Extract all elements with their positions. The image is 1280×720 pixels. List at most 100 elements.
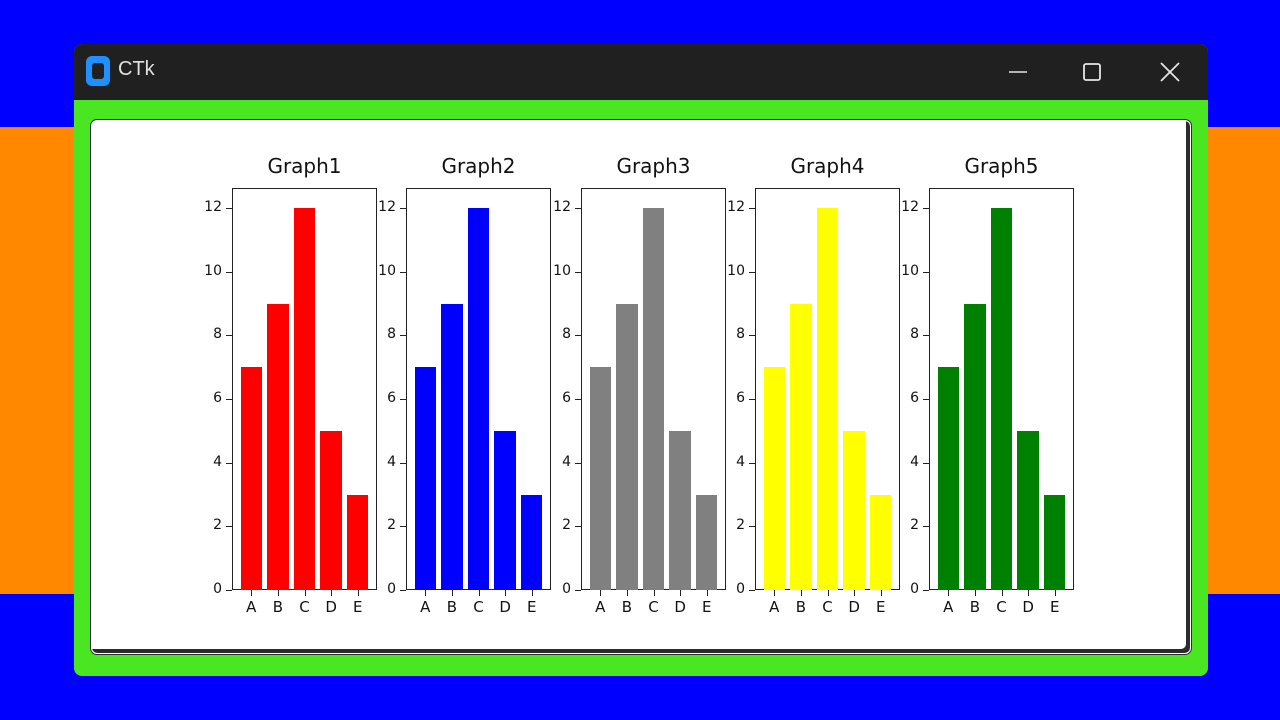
y-tick-label: 10 — [901, 262, 919, 279]
x-tick — [854, 590, 856, 596]
x-tick — [451, 590, 453, 596]
chart-panel-1: Graph1 A B C D E 0 2 4 6 8 10 12 — [204, 154, 377, 616]
y-tick — [400, 590, 406, 591]
y-tick-label: 10 — [204, 262, 222, 279]
x-tick — [880, 590, 882, 596]
bar-B — [616, 303, 638, 590]
bar-D — [494, 430, 516, 590]
minimize-button[interactable] — [988, 52, 1048, 92]
chart-title: Graph1 — [267, 154, 342, 178]
y-tick-label: 2 — [562, 517, 571, 534]
x-tick-label: A — [420, 598, 431, 616]
x-tick — [706, 590, 708, 596]
y-tick-label: 4 — [562, 453, 571, 470]
chart-title: Graph4 — [790, 154, 865, 178]
bar-B — [790, 303, 812, 590]
y-tick-label: 0 — [736, 581, 745, 597]
x-tick-label: D — [1022, 598, 1034, 616]
y-tick-label: 8 — [387, 326, 396, 343]
y-tick — [575, 208, 581, 209]
chart-panel-2: Graph2 A B C D E 0 2 4 6 8 10 12 — [378, 154, 551, 616]
x-tick-label: B — [446, 598, 458, 616]
x-tick-label: A — [595, 598, 606, 616]
chart-panel-3: Graph3 A B C D E 0 2 4 6 8 10 12 — [553, 154, 726, 616]
y-tick-label: 10 — [727, 262, 745, 279]
y-tick — [923, 335, 929, 337]
x-tick — [800, 590, 802, 596]
bar-C — [816, 208, 839, 590]
y-tick — [749, 590, 755, 591]
minimize-icon — [1009, 71, 1027, 73]
y-tick-label: 6 — [387, 390, 396, 406]
bar-E — [870, 494, 892, 590]
x-tick — [1054, 590, 1056, 596]
y-tick — [575, 399, 581, 400]
bar-E — [1044, 494, 1066, 590]
y-tick-label: 12 — [727, 199, 745, 215]
bar-A — [414, 367, 436, 590]
y-tick-label: 2 — [910, 517, 919, 534]
y-tick — [226, 208, 232, 209]
y-tick — [400, 526, 406, 528]
y-tick-label: 0 — [387, 581, 396, 597]
x-tick-label: D — [848, 598, 860, 616]
x-tick — [948, 590, 950, 596]
y-tick-label: 12 — [901, 199, 919, 215]
y-tick — [226, 526, 232, 528]
bar-E — [696, 494, 718, 590]
y-tick — [749, 462, 755, 464]
y-tick — [400, 271, 406, 273]
close-icon — [1160, 62, 1180, 82]
y-tick-label: 2 — [736, 517, 745, 534]
chart-title: Graph5 — [964, 154, 1039, 178]
x-tick — [425, 590, 427, 596]
bar-A — [937, 367, 959, 590]
y-tick — [923, 399, 929, 400]
bar-B — [267, 303, 289, 590]
y-tick — [226, 590, 232, 591]
y-tick — [575, 271, 581, 273]
close-button[interactable] — [1140, 52, 1200, 92]
bar-E — [347, 494, 369, 590]
x-tick — [505, 590, 507, 596]
bar-D — [320, 430, 342, 590]
x-tick-label: D — [499, 598, 511, 616]
y-tick-label: 4 — [736, 453, 745, 470]
y-tick-label: 0 — [910, 581, 919, 597]
chart-title: Graph3 — [616, 154, 691, 178]
y-tick-label: 8 — [910, 326, 919, 343]
bar-B — [964, 303, 986, 590]
y-tick — [749, 208, 755, 209]
app-logo-icon — [86, 56, 110, 86]
x-tick — [251, 590, 253, 596]
x-tick — [974, 590, 976, 596]
x-tick — [304, 590, 306, 596]
x-tick-label: C — [822, 598, 833, 616]
x-tick — [1001, 590, 1003, 596]
y-tick — [749, 526, 755, 528]
chart-panel-4: Graph4 A B C D E 0 2 4 6 8 10 12 — [727, 154, 900, 616]
y-tick-label: 8 — [213, 326, 222, 343]
y-tick-label: 4 — [387, 453, 396, 470]
y-tick — [226, 271, 232, 273]
y-tick — [923, 590, 929, 591]
bar-C — [467, 208, 490, 590]
x-tick-label: B — [969, 598, 981, 616]
y-tick-label: 12 — [378, 199, 396, 215]
y-tick-label: 4 — [213, 453, 222, 470]
x-tick — [774, 590, 776, 596]
x-tick-label: C — [648, 598, 659, 616]
x-tick-label: D — [325, 598, 337, 616]
x-tick-label: E — [875, 598, 886, 616]
bar-A — [763, 367, 785, 590]
x-tick — [653, 590, 655, 596]
x-tick — [531, 590, 533, 596]
x-tick-label: E — [352, 598, 363, 616]
y-tick — [923, 271, 929, 273]
bar-C — [642, 208, 665, 590]
y-tick-label: 10 — [378, 262, 396, 279]
x-tick — [626, 590, 628, 596]
y-tick — [400, 462, 406, 464]
title-bar[interactable]: CTk — [74, 44, 1208, 100]
maximize-button[interactable] — [1062, 52, 1122, 92]
